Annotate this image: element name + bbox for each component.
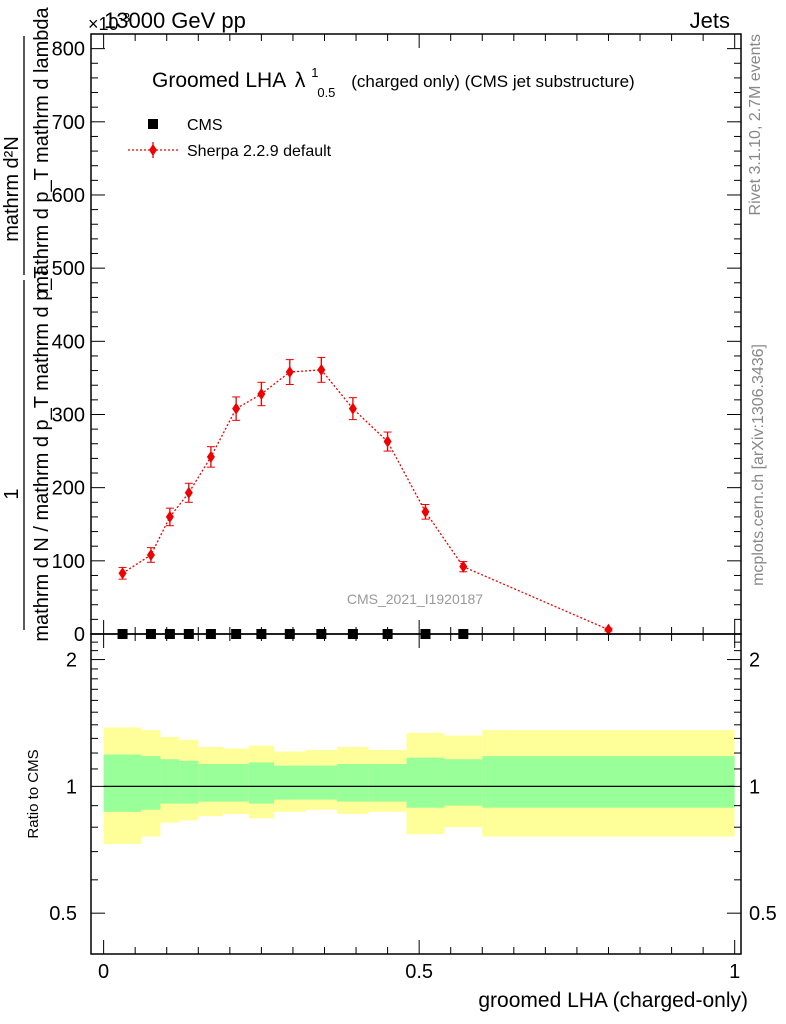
- sherpa-point: [421, 505, 430, 518]
- ratio-band-inner: [141, 756, 161, 810]
- sherpa-point: [348, 402, 357, 415]
- sherpa-point: [184, 486, 193, 499]
- x-tick-label: 0: [98, 961, 109, 983]
- sherpa-point: [118, 567, 127, 580]
- ratio-frame: [90, 633, 742, 955]
- sherpa-point: [146, 548, 155, 561]
- main-axes: 0 100 200 300 400 500 600 700 800: [52, 33, 741, 646]
- ratio-band-inner: [444, 759, 483, 806]
- y-exponent-label: ×10-3: [88, 10, 130, 34]
- ratio-band-inner: [160, 759, 180, 804]
- ratio-axes: 0.5 0.5 1 1 2 2 0 0.5 1: [49, 634, 777, 983]
- header-left: 13000 GeV pp: [104, 8, 246, 33]
- sherpa-point: [459, 560, 468, 573]
- x-axis-label: groomed LHA (charged-only): [478, 989, 748, 1012]
- ylabel-denominator-right: mathrm d p_T mathrm d lambda: [31, 6, 53, 292]
- ratio-band-inner: [482, 756, 735, 808]
- legend-marker-cms: [148, 119, 158, 129]
- ratio-y-tick-label: 1: [66, 776, 77, 798]
- ratio-ylabel: Ratio to CMS: [25, 749, 42, 838]
- sherpa-point: [165, 510, 174, 523]
- legend-marker-sherpa: [149, 144, 157, 156]
- legend-label-cms: CMS: [187, 117, 223, 134]
- y-tick-label: 700: [52, 112, 85, 134]
- ratio-band-inner: [274, 765, 306, 800]
- y-tick-label: 100: [52, 551, 85, 573]
- legend-label-sherpa: Sherpa 2.2.9 default: [187, 143, 332, 160]
- ratio-y-tick-label-right: 1: [749, 776, 760, 798]
- y-tick-label: 200: [52, 478, 85, 500]
- ylabel-denominator-left: mathrm d N / mathrm d p_T mathrm d p_T: [31, 266, 53, 641]
- main-ylabel: 1 mathrm d N / mathrm d p_T mathrm d p_T…: [1, 6, 53, 641]
- sherpa-point: [257, 388, 266, 400]
- sherpa-point: [604, 623, 613, 636]
- legend: CMS Sherpa 2.2.9 default: [128, 117, 332, 160]
- ratio-band-inner: [305, 765, 338, 800]
- y-tick-label: 300: [52, 404, 85, 426]
- sherpa-line: [122, 369, 609, 631]
- ratio-band-inner: [406, 757, 445, 808]
- header-right: Jets: [690, 8, 730, 33]
- y-tick-label: 600: [52, 185, 85, 207]
- y-tick-label: 400: [52, 331, 85, 353]
- sherpa-point: [232, 402, 241, 415]
- ylabel-numerator-left: 1: [1, 488, 23, 499]
- ratio-band-inner: [198, 764, 224, 802]
- ratio-y-tick-label-right: 2: [749, 650, 760, 672]
- mcplots-label: mcplots.cern.ch [arXiv:1306.3436]: [750, 344, 767, 586]
- ratio-y-tick-label-right: 0.5: [749, 903, 777, 925]
- ratio-band-inner: [248, 762, 275, 804]
- y-tick-label: 800: [52, 39, 85, 61]
- ratio-band-inner: [223, 764, 249, 802]
- watermark: CMS_2021_I1920187: [347, 591, 483, 607]
- ratio-y-tick-label: 0.5: [49, 903, 77, 925]
- ratio-y-tick-label: 2: [66, 650, 77, 672]
- sherpa-point: [285, 366, 294, 379]
- ratio-bands: [103, 727, 735, 844]
- ratio-band-inner: [337, 764, 369, 802]
- y-tick-label: 500: [52, 258, 85, 280]
- ratio-band-inner: [103, 754, 142, 812]
- y-tick-label: 0: [74, 624, 85, 646]
- sherpa-point: [206, 450, 215, 463]
- sherpa-point: [317, 363, 326, 376]
- main-title: Groomed LHA λ 1 0.5 (charged only) (CMS …: [152, 59, 635, 102]
- rivet-label: Rivet 3.1.10, 2.7M events: [747, 34, 764, 215]
- ratio-band-inner: [179, 760, 199, 804]
- x-tick-label: 1: [729, 961, 740, 983]
- sherpa-point: [383, 435, 392, 448]
- x-tick-label: 0.5: [405, 961, 433, 983]
- ratio-band-inner: [368, 764, 407, 802]
- ylabel-numerator-right: mathrm d²N: [1, 136, 23, 242]
